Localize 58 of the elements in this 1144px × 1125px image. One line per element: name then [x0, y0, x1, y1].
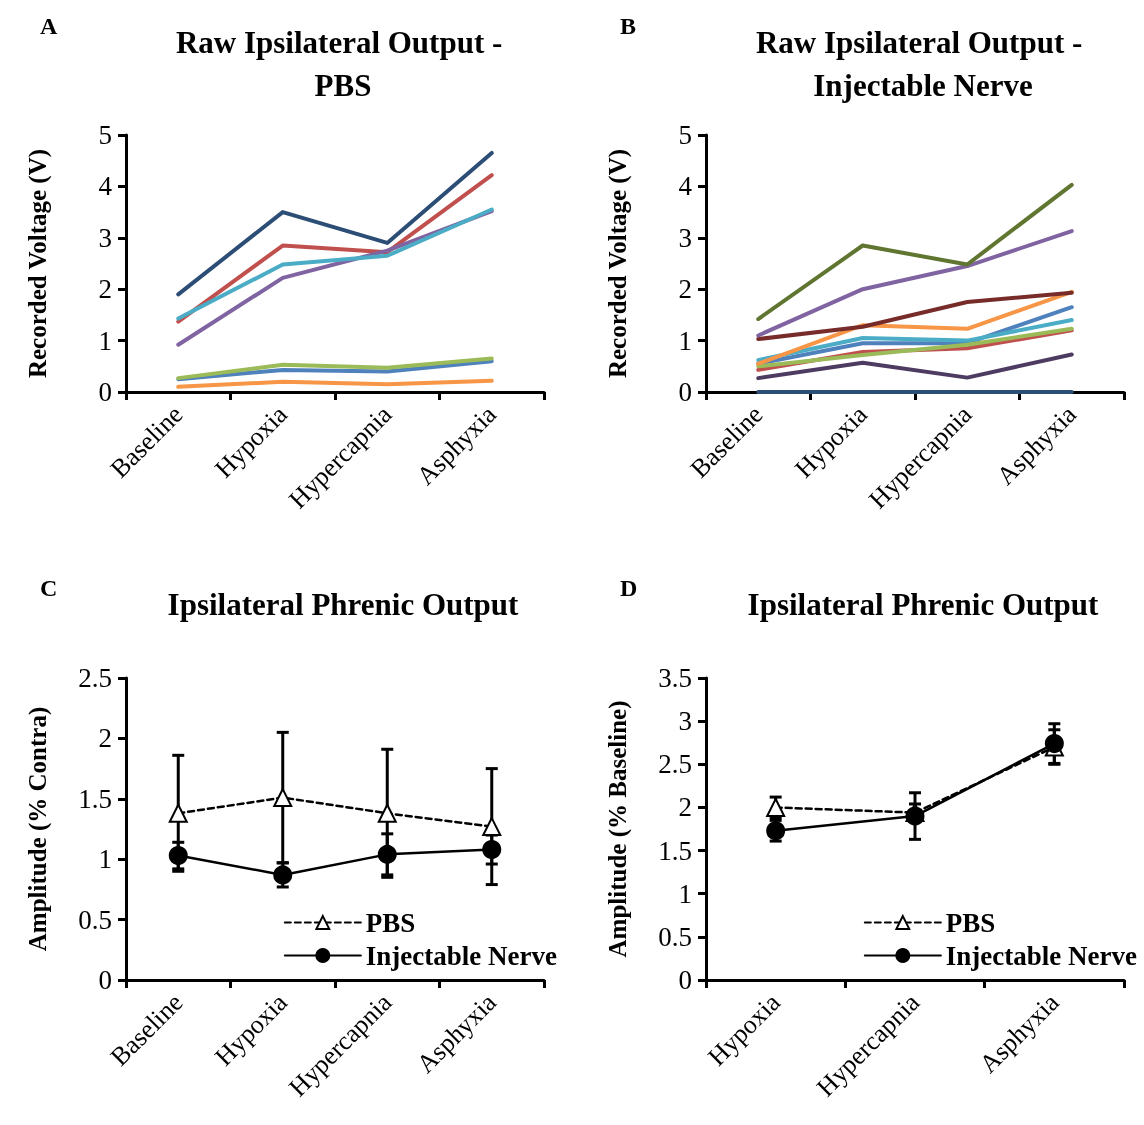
y-axis-title: Recorded Voltage (V): [604, 148, 632, 379]
line-series: [756, 229, 1074, 338]
y-tick-label: 4: [678, 171, 693, 202]
legend-label: Injectable Nerve: [945, 940, 1138, 971]
y-tick-label: 0: [678, 377, 692, 407]
line-series: [176, 207, 494, 321]
y-tick-label: 0.5: [658, 921, 692, 952]
line-series: [756, 352, 1074, 381]
y-tick-label: 1.5: [78, 783, 112, 814]
point: [377, 844, 397, 864]
y-tick-label: 2: [98, 723, 112, 754]
point: [273, 788, 293, 808]
chart-title: Raw Ipsilateral Output - Injectable Nerve: [755, 25, 1091, 103]
y-tick-label: 2: [678, 792, 692, 823]
y-tick-label: 3.5: [658, 663, 692, 693]
y-tick-label: 3: [678, 706, 692, 737]
line-series: [756, 318, 1074, 363]
point: [377, 803, 397, 823]
y-tick-label: 1.5: [658, 835, 692, 866]
line-series: [756, 182, 1074, 322]
y-tick-label: 0.5: [78, 904, 112, 935]
y-tick-label: 3: [98, 222, 112, 253]
line-series: [176, 378, 494, 389]
y-tick-label: 1: [98, 844, 112, 875]
point: [168, 803, 188, 823]
legend-label: PBS: [945, 907, 996, 938]
y-tick-label: 0: [98, 377, 112, 407]
line-series: [756, 290, 1074, 342]
y-tick-label: 2.5: [78, 663, 112, 693]
y-tick-label: 5: [678, 120, 692, 150]
point: [482, 840, 502, 860]
text: B: [620, 13, 637, 39]
text: A: [40, 13, 58, 39]
y-tick-label: 3: [678, 222, 692, 253]
chart-title: Ipsilateral Phrenic Output: [167, 587, 520, 622]
y-tick-label: 1: [678, 325, 692, 356]
y-axis-title: Amplitude (% Baseline): [604, 700, 632, 958]
point: [168, 846, 188, 866]
line-series: [176, 150, 494, 297]
y-tick-label: 2: [98, 274, 112, 305]
y-axis-title: Amplitude (% Contra): [24, 706, 52, 952]
y-axis-title: Recorded Voltage (V): [24, 148, 52, 379]
y-tick-label: 5: [98, 120, 112, 150]
legend-label: Injectable Nerve: [365, 940, 558, 971]
chart-title: Ipsilateral Phrenic Output: [747, 587, 1100, 622]
text: D: [620, 575, 638, 601]
y-tick-label: 1: [678, 878, 692, 909]
legend-label: PBS: [365, 907, 416, 938]
y-tick-label: 0: [98, 965, 112, 995]
point: [905, 806, 925, 826]
y-tick-label: 0: [678, 965, 692, 995]
y-tick-label: 2: [678, 274, 692, 305]
text: C: [40, 575, 58, 601]
y-tick-label: 4: [98, 171, 113, 202]
point: [482, 817, 502, 837]
chart-title: Raw Ipsilateral Output - PBS: [175, 25, 511, 103]
y-tick-label: 2.5: [658, 749, 692, 780]
y-tick-label: 1: [98, 325, 112, 356]
